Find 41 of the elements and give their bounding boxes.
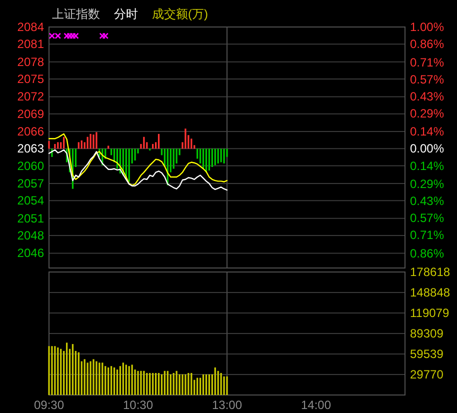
y-tick-label: 2075 xyxy=(17,72,44,86)
y2-tick-label: 0.71% xyxy=(410,228,444,242)
y-tick-label: 2078 xyxy=(17,54,44,69)
y-tick-label: 2063 xyxy=(17,142,44,156)
y-tick-label: 2066 xyxy=(17,124,44,139)
y2-tick-label: 0.00% xyxy=(410,142,444,156)
y2-tick-label: 0.57% xyxy=(410,72,444,86)
y2-tick-label: 0.71% xyxy=(410,55,444,70)
text: 成交额(万) xyxy=(152,7,208,21)
y2-tick-label: 0.43% xyxy=(410,89,444,104)
y-tick-label: 89309 xyxy=(410,326,444,340)
chart-subtitle: 分时 xyxy=(114,7,138,21)
x-tick-label: 14:00 xyxy=(300,398,332,412)
y-tick-label: 178618 xyxy=(410,265,450,279)
x-tick-label: 10:30 xyxy=(122,398,154,412)
y2-tick-label: 0.86% xyxy=(410,246,444,260)
y-tick-label: 2046 xyxy=(17,246,44,260)
y2-tick-label: 0.86% xyxy=(410,37,444,52)
y-tick-label: 2072 xyxy=(17,90,44,104)
y-tick-label: 2060 xyxy=(17,158,44,173)
x-tick-label: 13:00 xyxy=(212,398,242,412)
y-tick-label: 2081 xyxy=(17,37,44,52)
chart-title: 上证指数 xyxy=(52,7,100,21)
y2-tick-label: 1.00% xyxy=(410,20,444,34)
x-tick-label: 09:30 xyxy=(34,398,64,412)
y2-tick-label: 0.29% xyxy=(410,106,444,120)
y-tick-label: 2054 xyxy=(17,194,44,208)
y-tick-label: 2051 xyxy=(17,211,44,226)
y2-tick-label: 0.29% xyxy=(410,177,444,192)
y2-tick-label: 0.43% xyxy=(410,194,444,208)
y2-tick-label: 0.14% xyxy=(410,158,444,173)
y2-tick-label: 0.14% xyxy=(410,124,444,139)
y-tick-label: 2084 xyxy=(17,20,44,34)
y-tick-label: 2057 xyxy=(17,176,44,191)
y-tick-label: 59539 xyxy=(410,347,444,361)
y-tick-label: 29770 xyxy=(410,368,444,382)
y-tick-label: 119079 xyxy=(410,306,450,320)
y-tick-label: 2048 xyxy=(17,228,44,243)
y2-tick-label: 0.57% xyxy=(410,211,444,226)
y-tick-label: 2069 xyxy=(17,106,44,121)
y-tick-label: 148848 xyxy=(410,286,450,300)
